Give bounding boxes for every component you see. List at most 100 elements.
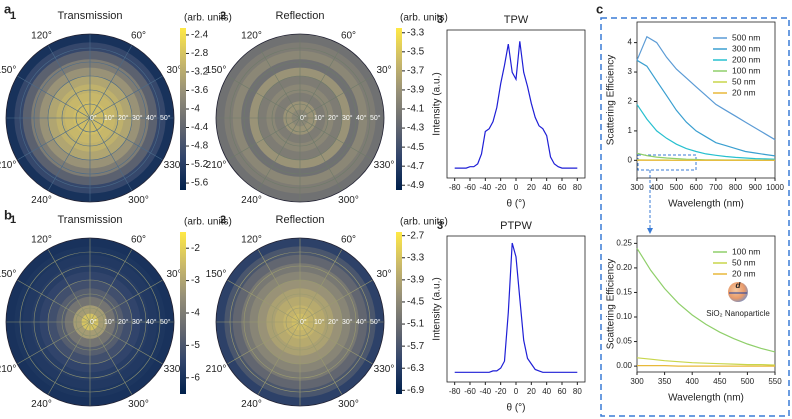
x-tick-label: 400 xyxy=(686,377,700,386)
chart-title: Reflection xyxy=(276,10,325,22)
plot-frame xyxy=(636,21,776,179)
radial-tick-label: 50° xyxy=(370,114,381,122)
angle-label: 300° xyxy=(338,195,359,206)
x-tick-label: 60 xyxy=(558,387,567,396)
polar-border xyxy=(5,33,175,203)
x-axis-label: Wavelength (nm) xyxy=(668,199,744,210)
y-axis-label: Intensity (a.u.) xyxy=(432,277,443,340)
radial-tick-label: 20° xyxy=(328,318,339,326)
colorbar-tick-label: -6.9 xyxy=(407,385,425,396)
polar-grid-ring xyxy=(243,61,357,175)
series-line xyxy=(637,365,775,367)
colorbar-tick-label: -6.3 xyxy=(407,363,425,374)
colorbar-tick-label: -6 xyxy=(191,372,200,383)
polar-grid-ring xyxy=(75,307,105,337)
subpanel-label: 1 xyxy=(10,10,16,22)
polar-grid-ring xyxy=(75,103,105,133)
x-tick-label: -60 xyxy=(464,387,476,396)
legend-label: 200 nm xyxy=(732,54,760,64)
colorbar-tick-label: -3.3 xyxy=(407,27,425,38)
x-tick-label: 1000 xyxy=(766,183,784,192)
y-tick-label: 0.15 xyxy=(616,288,632,297)
angle-label: 330° xyxy=(164,160,185,171)
zoom-box xyxy=(637,154,697,171)
polar-grid-ring xyxy=(33,61,147,175)
radial-tick-label: 30° xyxy=(132,114,143,122)
x-tick-label: 500 xyxy=(741,377,755,386)
x-tick-label: 350 xyxy=(658,377,672,386)
series-line xyxy=(636,35,776,141)
polar-grid-ring xyxy=(19,47,161,189)
x-tick-label: 80 xyxy=(573,387,582,396)
colorbar-label: (arb. units) xyxy=(184,217,232,228)
x-axis-label: θ (°) xyxy=(507,199,526,210)
angle-label: 210° xyxy=(0,160,16,171)
angle-label: 210° xyxy=(0,364,16,375)
polar-grid-ring xyxy=(61,89,119,147)
colorbar-tick-label: -2.4 xyxy=(191,30,209,41)
x-tick-label: 40 xyxy=(542,183,551,192)
x-tick-label: 20 xyxy=(527,387,536,396)
x-tick-label: 550 xyxy=(768,377,782,386)
x-tick-label: 600 xyxy=(689,183,703,192)
angle-label: 60° xyxy=(131,30,146,41)
x-axis-label: Wavelength (nm) xyxy=(668,393,744,404)
radial-tick-label: 10° xyxy=(104,318,115,326)
radial-tick-label: 0° xyxy=(300,318,307,326)
plot-frame xyxy=(446,29,586,179)
polar-grid-ring xyxy=(33,265,147,379)
legend-label: 500 nm xyxy=(732,32,760,42)
colorbar-label: (arb. units) xyxy=(184,13,232,24)
legend-label: 50 nm xyxy=(732,257,756,267)
radial-tick-label: 30° xyxy=(342,318,353,326)
x-tick-label: 400 xyxy=(650,183,664,192)
y-tick-label: 0.25 xyxy=(616,238,632,247)
legend-label: 300 nm xyxy=(732,43,760,53)
polar-grid-ring xyxy=(229,251,371,393)
y-tick-label: 4 xyxy=(628,38,633,47)
radial-tick-label: 10° xyxy=(314,318,325,326)
diameter-label: d xyxy=(736,281,742,290)
nanoparticle-icon xyxy=(728,282,748,302)
colorbar-tick-label: -4.5 xyxy=(407,142,425,153)
colorbar-tick-label: -2.8 xyxy=(191,48,209,59)
x-tick-label: -20 xyxy=(495,183,507,192)
polar-grid-ring xyxy=(257,279,343,365)
colorbar xyxy=(180,232,186,394)
plot-frame xyxy=(636,235,776,373)
series-line xyxy=(636,357,776,366)
chart-title: Transmission xyxy=(58,10,123,22)
y-tick-label: 0.00 xyxy=(616,361,632,370)
chart-title: Reflection xyxy=(276,214,325,226)
chart-title: Transmission xyxy=(58,214,123,226)
y-tick-label: 0.05 xyxy=(616,337,632,346)
x-tick-label: 300 xyxy=(630,183,644,192)
colorbar xyxy=(180,28,186,190)
radial-tick-label: 50° xyxy=(160,318,171,326)
x-tick-label: -60 xyxy=(464,183,476,192)
colorbar-tick-label: -2 xyxy=(191,243,200,254)
angle-label: 120° xyxy=(31,30,52,41)
x-tick-label: 60 xyxy=(558,183,567,192)
colorbar xyxy=(396,28,402,190)
x-tick-label: 0 xyxy=(514,183,519,192)
radial-tick-label: 20° xyxy=(118,318,129,326)
radial-tick-label: 40° xyxy=(356,318,367,326)
panel-label: a xyxy=(4,1,12,16)
angle-label: 30° xyxy=(166,269,181,280)
angle-label: 150° xyxy=(0,269,16,280)
panel-label: c xyxy=(596,1,603,16)
angle-label: 60° xyxy=(341,234,356,245)
x-axis-label: θ (°) xyxy=(507,403,526,414)
angle-label: 30° xyxy=(376,65,391,76)
radial-tick-label: 10° xyxy=(314,114,325,122)
radial-tick-label: 50° xyxy=(370,318,381,326)
colorbar-label: (arb. units) xyxy=(400,13,448,24)
radial-tick-label: 0° xyxy=(300,114,307,122)
colorbar-tick-label: -3.9 xyxy=(407,85,425,96)
colorbar-tick-label: -3.6 xyxy=(191,85,209,96)
radial-tick-label: 40° xyxy=(356,114,367,122)
x-tick-label: -80 xyxy=(449,387,461,396)
radial-tick-label: 20° xyxy=(328,114,339,122)
